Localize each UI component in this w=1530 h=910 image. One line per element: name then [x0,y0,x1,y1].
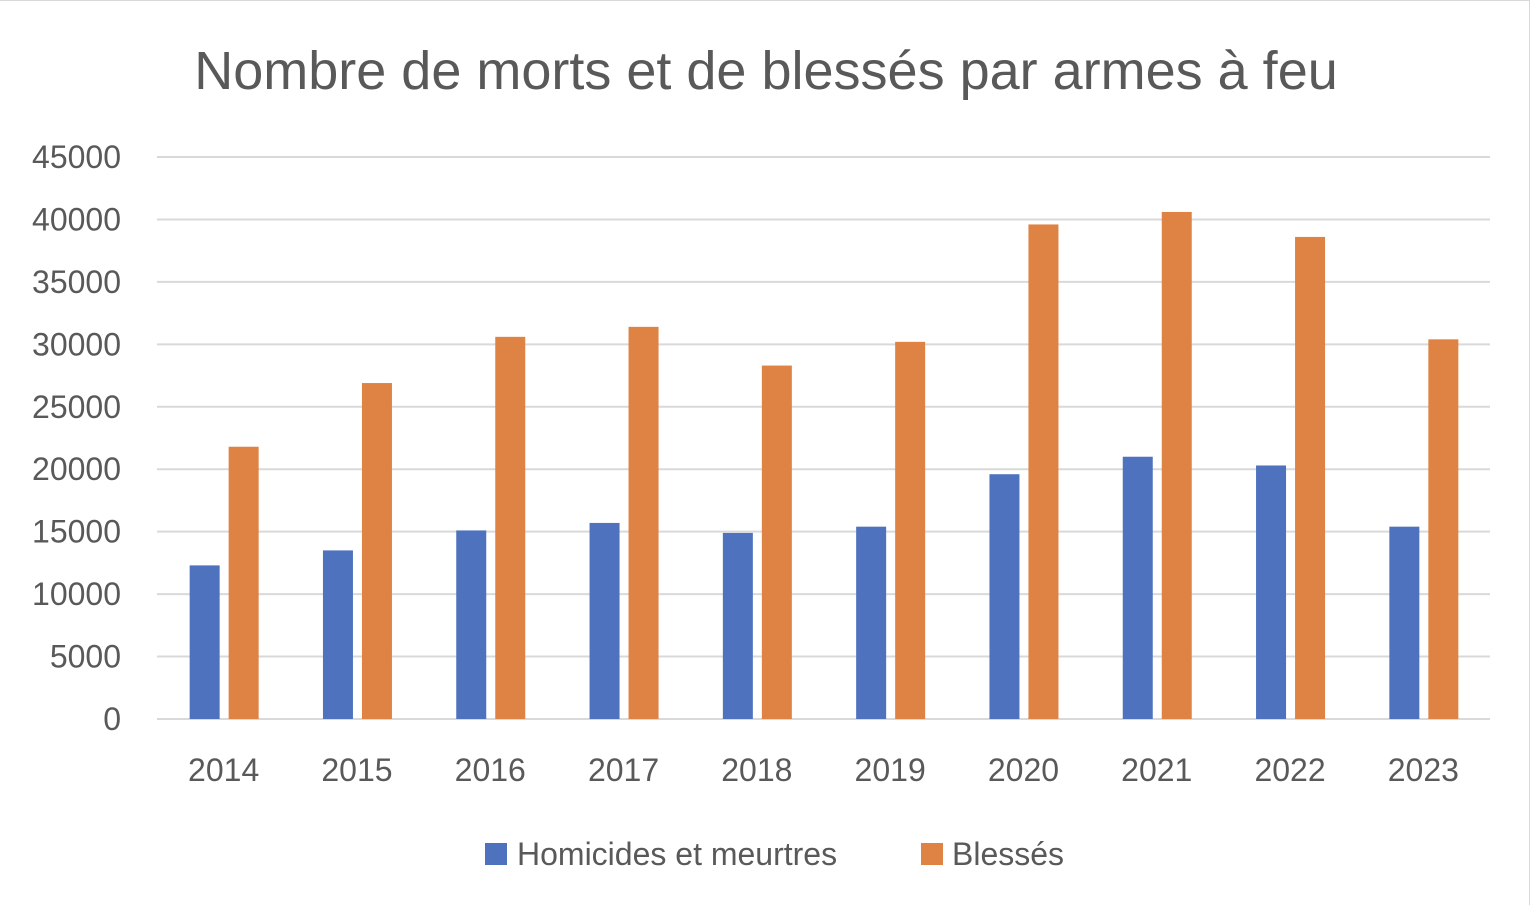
bar-homicides-2023 [1389,526,1420,719]
bars [189,211,1459,719]
x-tick-label: 2018 [721,752,792,788]
gridlines [157,156,1490,720]
y-tick-label: 0 [103,701,121,737]
legend: Homicides et meurtres Blessés [485,836,1064,872]
bar-blesses-2017 [628,326,659,719]
x-axis-tick-labels: 2014 2015 2016 2017 2018 2019 2020 2021 2022 2023 [188,752,1459,788]
x-tick-label: 2020 [988,752,1059,788]
y-tick-label: 25000 [32,389,121,425]
bar-homicides-2020 [989,474,1020,719]
x-tick-label: 2019 [855,752,926,788]
x-tick-label: 2017 [588,752,659,788]
bar-homicides-2022 [1256,465,1287,719]
y-tick-label: 45000 [32,139,121,175]
bar-blesses-2023 [1428,339,1459,719]
y-tick-label: 10000 [32,576,121,612]
legend-label-homicides: Homicides et meurtres [517,836,837,872]
y-tick-label: 5000 [50,639,121,675]
chart-title: Nombre de morts et de blessés par armes … [194,41,1338,101]
bar-blesses-2020 [1028,224,1059,719]
x-tick-label: 2023 [1388,752,1459,788]
bar-homicides-2016 [456,530,487,719]
bar-blesses-2016 [495,336,526,719]
legend-label-blesses: Blessés [952,836,1064,872]
y-axis-tick-labels: 0 5000 10000 15000 20000 25000 30000 35000 40000… [32,139,121,737]
y-tick-label: 20000 [32,451,121,487]
x-tick-label: 2021 [1121,752,1192,788]
bar-homicides-2017 [589,522,620,719]
legend-swatch-blesses [921,843,943,865]
bar-blesses-2019 [895,341,926,719]
bar-blesses-2018 [761,365,792,719]
bar-blesses-2022 [1295,236,1326,719]
y-tick-label: 35000 [32,264,121,300]
bar-blesses-2014 [228,446,259,719]
bar-blesses-2021 [1161,211,1192,719]
legend-swatch-homicides [485,843,507,865]
bar-homicides-2014 [189,565,220,719]
bar-homicides-2015 [322,550,353,719]
bar-homicides-2021 [1122,456,1153,719]
y-tick-label: 15000 [32,514,121,550]
x-tick-label: 2014 [188,752,259,788]
bar-homicides-2019 [856,526,887,719]
bar-blesses-2015 [361,383,392,719]
x-tick-label: 2016 [455,752,526,788]
x-tick-label: 2022 [1254,752,1325,788]
y-tick-label: 40000 [32,201,121,237]
bar-homicides-2018 [722,532,753,719]
x-tick-label: 2015 [321,752,392,788]
y-tick-label: 30000 [32,326,121,362]
